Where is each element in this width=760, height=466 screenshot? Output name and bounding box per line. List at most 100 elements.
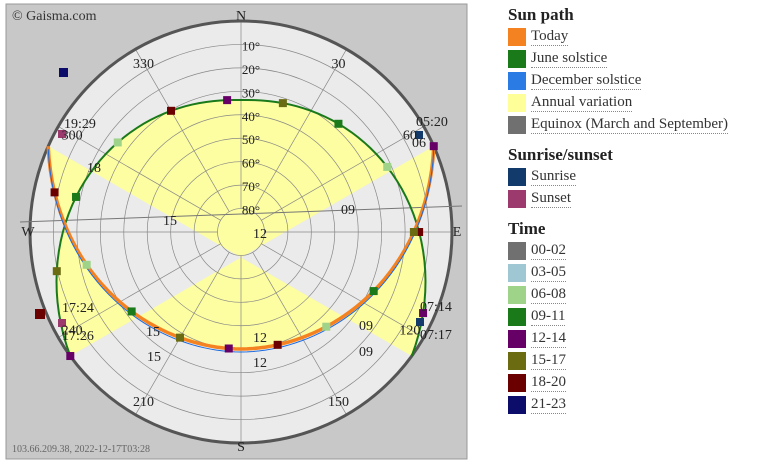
december-solstice-path (47, 149, 435, 353)
altitude-label: 60° (242, 156, 260, 171)
legend-time-item[interactable]: 15-17 (508, 350, 758, 372)
sun-path-diagram: N S E W 30 150 210 240 300 330 120 60 10° 20° 30° 40° 50… (5, 3, 468, 460)
hour-label-june: 06 (412, 136, 426, 151)
azimuth-spoke (252, 252, 347, 415)
june-hour-marker (52, 267, 61, 276)
legend-swatch (508, 242, 526, 260)
altitude-label: 80° (242, 203, 260, 218)
altitude-label: 70° (242, 179, 260, 194)
legend-swatch (508, 264, 526, 282)
altitude-label: 10° (242, 38, 260, 53)
legend-swatch (508, 308, 526, 326)
compass-south-label: S (237, 440, 245, 455)
legend-label: June solstice (531, 50, 608, 68)
legend-label: Annual variation (531, 94, 633, 112)
azimuth-spoke (261, 126, 424, 221)
today-hour-marker (322, 322, 331, 331)
legend-label: 18-20 (531, 374, 566, 392)
today-hour-marker (224, 344, 233, 353)
legend-sun-path-item[interactable]: Equinox (March and September) (508, 114, 758, 136)
azimuth-spoke (58, 126, 221, 221)
sun-paths (35, 68, 438, 361)
hour-label-june: 12 (253, 227, 267, 242)
azimuth-spoke (135, 49, 230, 212)
june-hour-marker (278, 99, 287, 108)
legend-swatch (508, 28, 526, 46)
legend-swatch (508, 168, 526, 186)
june-hour-marker (415, 228, 424, 236)
altitude-label: 20° (242, 62, 260, 77)
hour-label-june: 15 (163, 214, 177, 229)
hour-label-december: 07:14 (420, 300, 452, 315)
legend-label: 06-08 (531, 286, 566, 304)
legend-swatch (508, 94, 526, 112)
legend-time-item[interactable]: 09-11 (508, 306, 758, 328)
june-hour-marker (334, 119, 343, 128)
legend-time-item[interactable]: 06-08 (508, 284, 758, 306)
legend-title-sunrise-sunset: Sunrise/sunset (508, 145, 613, 164)
june-hour-marker (383, 162, 392, 171)
hour-label-december: 17:24 (62, 301, 94, 316)
legend-label: Sunrise (531, 168, 576, 186)
legend-swatch (508, 286, 526, 304)
hour-label-today: 07:17 (420, 328, 452, 343)
today-hour-marker (429, 142, 438, 151)
june-hour-marker (66, 352, 75, 361)
legend-time-item[interactable]: 21-23 (508, 394, 758, 416)
azimuth-label: 150 (328, 395, 349, 410)
june-night-marker (59, 68, 68, 77)
legend-label: December solstice (531, 72, 642, 90)
azimuth-label: 120 (399, 324, 420, 339)
azimuth-spoke (261, 243, 424, 338)
june-sunset-marker (58, 130, 66, 138)
today-hour-marker (409, 228, 418, 236)
hour-label-june: 05:20 (416, 115, 448, 130)
azimuth-label: 30 (332, 57, 346, 72)
legend-sun-path-item[interactable]: Today (508, 26, 758, 48)
legend-time-item[interactable]: 18-20 (508, 372, 758, 394)
hour-label-today: 17:26 (62, 329, 94, 344)
azimuth-label: 240 (62, 324, 83, 339)
today-hour-marker (273, 340, 282, 349)
today-hour-marker (82, 260, 91, 269)
june-solstice-path (55, 98, 427, 357)
azimuth-label: 330 (133, 57, 154, 72)
legend-swatch (508, 330, 526, 348)
azimuth-label: 300 (62, 129, 83, 144)
hour-label-today: 15 (147, 350, 161, 365)
diagram-labels: N S E W 30 150 210 240 300 330 120 60 10° 20° 30° 40° 50… (21, 9, 461, 455)
legend-group-sun-path: Sun path Today June solstice December sols… (508, 4, 758, 136)
hour-label-june: 18 (87, 161, 101, 176)
footer-timestamp: 103.66.209.38, 2022-12-17T03:28 (12, 444, 150, 455)
hour-label-today: 12 (253, 356, 267, 371)
legend-sun-path-item[interactable]: Annual variation (508, 92, 758, 114)
legend-sun-path-item[interactable]: June solstice (508, 48, 758, 70)
horizon-rim (28, 19, 454, 445)
legend-sunrise-sunset-item[interactable]: Sunset (508, 188, 758, 210)
legend-label: 09-11 (531, 308, 566, 326)
legend-label: Today (531, 28, 569, 46)
legend-label: 21-23 (531, 396, 566, 414)
altitude-label: 40° (242, 109, 260, 124)
today-hour-marker (369, 287, 378, 296)
legend-time-item[interactable]: 00-02 (508, 240, 758, 262)
azimuth-label: 210 (133, 395, 154, 410)
december-sunset-marker (58, 319, 66, 327)
legend-sun-path-item[interactable]: December solstice (508, 70, 758, 92)
december-dusk-marker (35, 309, 45, 319)
legend-label: 03-05 (531, 264, 566, 282)
legend-group-time: Time 00-02 03-05 06-08 09-11 12-14 15-17 18-20… (508, 218, 758, 416)
legend-swatch (508, 396, 526, 414)
azimuth-label: 60 (403, 129, 417, 144)
june-hour-marker (223, 96, 232, 105)
legend-label: Sunset (531, 190, 572, 208)
june-hour-marker (72, 192, 81, 201)
legend-label: Equinox (March and September) (531, 116, 729, 134)
legend-time-item[interactable]: 12-14 (508, 328, 758, 350)
legend-sunrise-sunset-item[interactable]: Sunrise (508, 166, 758, 188)
legend-group-sunrise-sunset: Sunrise/sunset Sunrise Sunset (508, 144, 758, 210)
altitude-label: 30° (242, 85, 260, 100)
june-sunrise-marker (415, 131, 423, 139)
legend-swatch (508, 352, 526, 370)
legend-time-item[interactable]: 03-05 (508, 262, 758, 284)
